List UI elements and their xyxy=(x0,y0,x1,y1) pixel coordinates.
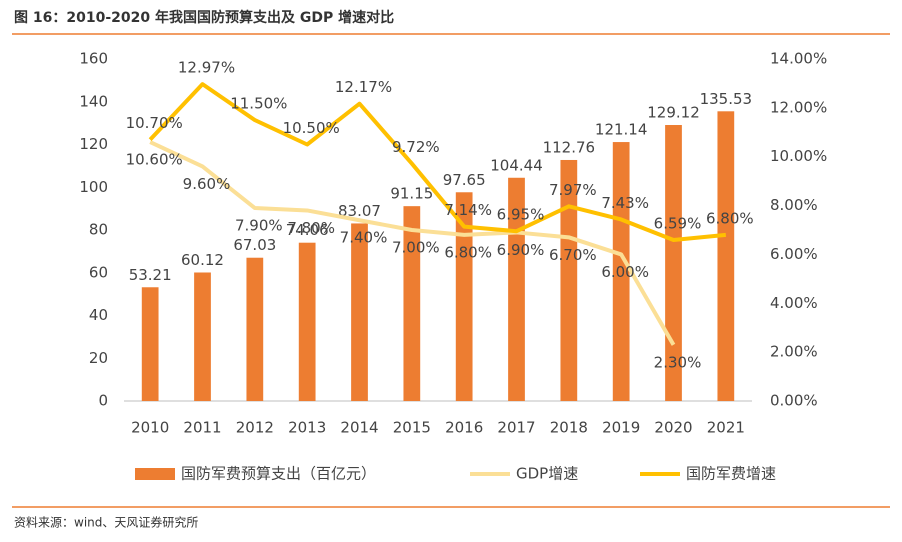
y-tick-label: 20 xyxy=(89,349,108,367)
x-tick-label: 2020 xyxy=(654,419,692,437)
bar-value-label: 83.07 xyxy=(338,202,381,220)
bar-value-label: 60.12 xyxy=(181,251,224,269)
legend-swatch xyxy=(135,468,175,480)
bar-value-label: 121.14 xyxy=(595,121,648,139)
line-value-label: 6.90% xyxy=(497,241,545,259)
x-tick-label: 2011 xyxy=(183,419,221,437)
y-tick-label: 60 xyxy=(89,263,108,281)
line-value-label: 2.30% xyxy=(654,353,702,371)
bar-value-label: 129.12 xyxy=(647,104,700,122)
bar xyxy=(403,206,421,401)
source: 资料来源：wind、天风证券研究所 xyxy=(14,515,198,530)
x-tick-label: 2016 xyxy=(445,419,483,437)
bar xyxy=(455,192,473,401)
bar-value-label: 91.15 xyxy=(390,185,433,203)
x-tick-label: 2013 xyxy=(288,419,326,437)
bar xyxy=(351,223,368,401)
y2-tick-label: 14.00% xyxy=(770,50,827,68)
y2-tick-label: 2.00% xyxy=(770,343,818,361)
y2-tick-label: 10.00% xyxy=(770,147,827,165)
x-tick-label: 2012 xyxy=(236,419,274,437)
line-value-label: 11.50% xyxy=(230,95,287,113)
line-value-label: 7.43% xyxy=(601,194,649,212)
bar xyxy=(612,142,630,402)
line-value-label: 6.00% xyxy=(601,263,649,281)
bar-value-label: 67.03 xyxy=(233,236,276,254)
y-tick-label: 0 xyxy=(98,392,108,410)
x-tick-label: 2017 xyxy=(497,419,535,437)
line-value-label: 9.60% xyxy=(183,175,231,193)
y-tick-label: 40 xyxy=(89,306,108,324)
bar xyxy=(141,287,159,401)
bar xyxy=(246,257,264,401)
legend-label: 国防军费预算支出（百亿元） xyxy=(181,465,376,483)
bar-value-label: 53.21 xyxy=(129,266,172,284)
y-tick-label: 80 xyxy=(89,221,108,239)
line-value-label: 7.00% xyxy=(392,239,440,257)
bar xyxy=(298,242,316,401)
bar xyxy=(665,125,682,402)
line-value-label: 9.72% xyxy=(392,138,440,156)
line-value-label: 7.90% xyxy=(235,217,283,235)
bar-value-label: 74.06 xyxy=(286,221,329,239)
line-value-label: 7.14% xyxy=(444,201,492,219)
y2-tick-label: 0.00% xyxy=(770,392,818,410)
line-value-label: 6.95% xyxy=(497,206,545,224)
line-value-label: 6.70% xyxy=(549,246,597,264)
line-value-label: 6.59% xyxy=(654,215,702,233)
x-tick-label: 2019 xyxy=(602,419,640,437)
y2-tick-label: 6.00% xyxy=(770,245,818,263)
legend-label: GDP增速 xyxy=(516,465,578,483)
x-tick-label: 2018 xyxy=(550,419,588,437)
line-value-label: 6.80% xyxy=(444,243,492,261)
line-value-label: 7.97% xyxy=(549,181,597,199)
line-value-label: 7.80% xyxy=(287,219,335,237)
bar-value-label: 97.65 xyxy=(443,171,486,189)
y2-tick-label: 4.00% xyxy=(770,294,818,312)
x-tick-label: 2010 xyxy=(131,419,169,437)
line xyxy=(149,140,676,346)
line-value-label: 12.17% xyxy=(335,78,392,96)
line xyxy=(148,82,727,243)
bar xyxy=(560,159,578,401)
line-value-label: 12.97% xyxy=(178,59,235,77)
chart-title: 图 16：2010-2020 年我国国防预算支出及 GDP 增速对比 xyxy=(14,9,394,26)
line-value-label: 6.80% xyxy=(706,209,754,227)
line-value-label: 10.70% xyxy=(126,114,183,132)
x-tick-label: 2014 xyxy=(340,419,378,437)
y-tick-label: 120 xyxy=(79,135,108,153)
line-value-label: 10.60% xyxy=(126,151,183,169)
bar-value-label: 104.44 xyxy=(490,156,543,174)
y2-tick-label: 8.00% xyxy=(770,196,818,214)
x-tick-label: 2015 xyxy=(393,419,431,437)
bar-value-label: 112.76 xyxy=(543,138,596,156)
line-value-label: 10.50% xyxy=(283,119,340,137)
bar xyxy=(194,272,211,401)
x-tick-label: 2021 xyxy=(707,419,745,437)
y2-tick-label: 12.00% xyxy=(770,98,827,116)
y-tick-label: 160 xyxy=(79,50,108,68)
legend-label: 国防军费增速 xyxy=(686,465,776,483)
y-tick-label: 100 xyxy=(79,178,108,196)
line-value-label: 7.40% xyxy=(340,229,388,247)
bar-value-label: 135.53 xyxy=(700,90,753,108)
y-tick-label: 140 xyxy=(79,92,108,110)
bar xyxy=(717,111,735,401)
